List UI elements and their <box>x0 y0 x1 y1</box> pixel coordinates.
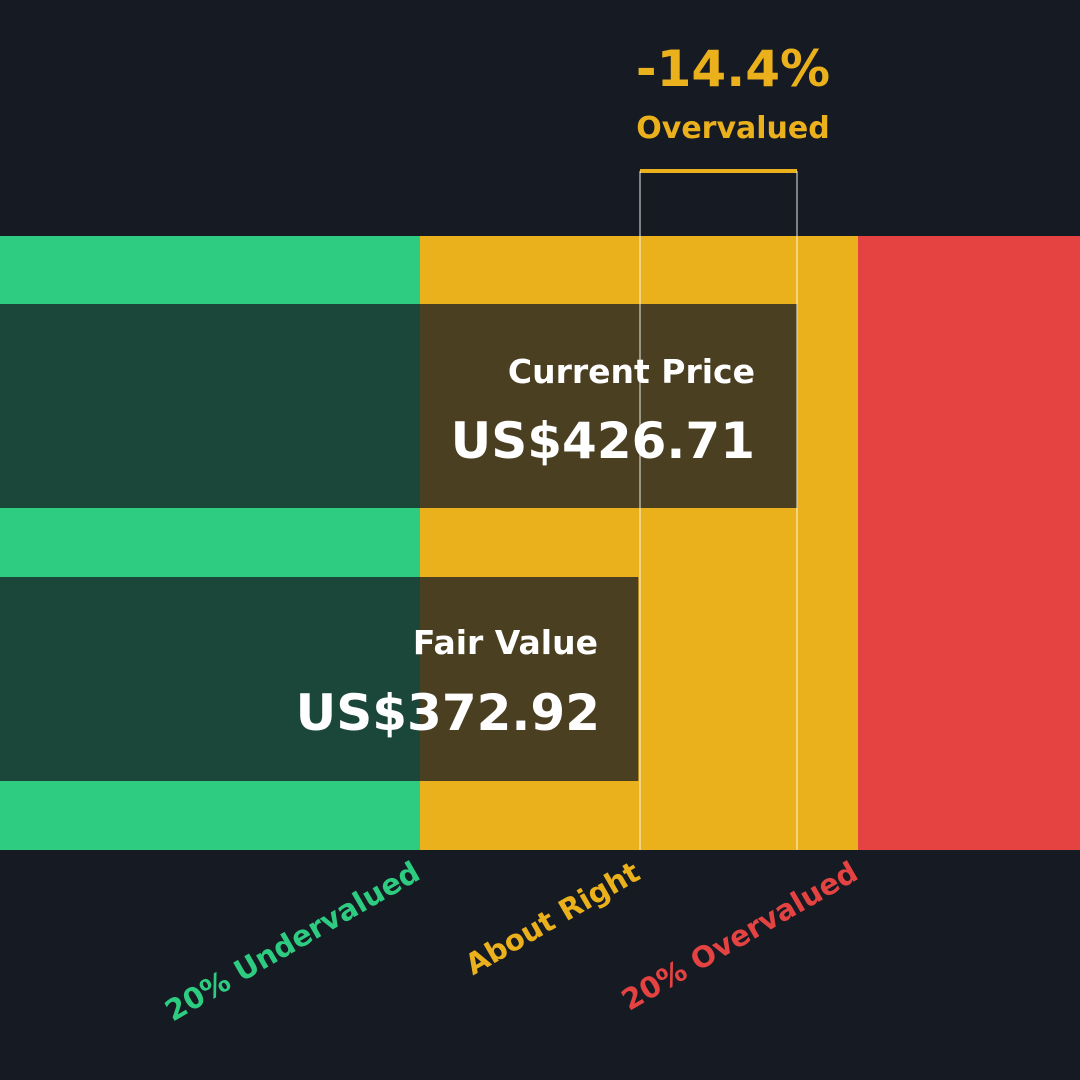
fair-value-label: Fair Value <box>413 623 598 662</box>
current-price-label: Current Price <box>508 352 755 391</box>
overvalued-zone <box>858 236 1080 850</box>
difference-percent: -14.4% <box>636 40 830 98</box>
difference-label: Overvalued <box>636 111 829 146</box>
fair-value-value: US$372.92 <box>296 684 600 742</box>
current-price-bar <box>0 304 798 508</box>
current-price-value: US$426.71 <box>451 412 755 470</box>
fair-value-bar <box>0 577 639 781</box>
